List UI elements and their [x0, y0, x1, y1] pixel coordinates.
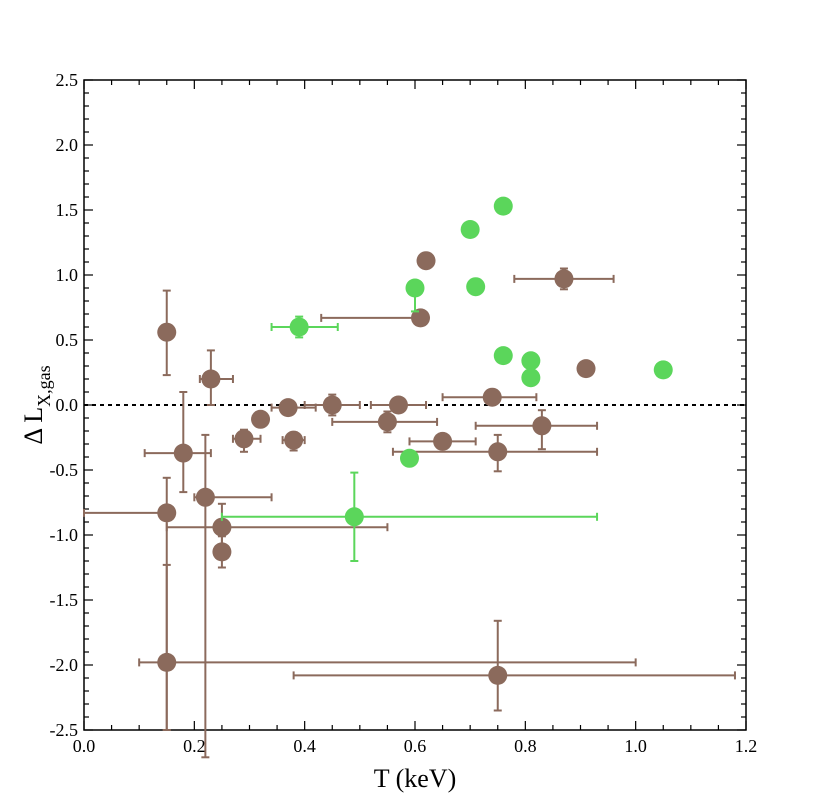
data-point — [344, 507, 364, 527]
data-point — [521, 368, 541, 388]
data-point — [157, 503, 177, 523]
data-point — [488, 442, 508, 462]
data-point — [460, 220, 480, 239]
series-1 — [83, 251, 736, 759]
x-tick-label: 0.2 — [183, 736, 206, 756]
data-point — [278, 398, 298, 418]
data-point — [157, 322, 177, 342]
x-tick-label: 0.4 — [293, 736, 316, 756]
data-point — [201, 369, 221, 389]
y-tick-label: 0.5 — [56, 330, 79, 350]
x-tick-label: 0.6 — [404, 736, 427, 756]
data-point — [399, 448, 419, 468]
data-point — [482, 387, 502, 407]
data-point — [377, 412, 397, 432]
series-2 — [220, 196, 673, 562]
x-tick-label: 0.0 — [73, 736, 96, 756]
y-axis-title-subscript: X,gas — [34, 365, 54, 407]
y-tick-label: 1.0 — [56, 265, 79, 285]
y-tick-label: 2.5 — [56, 70, 79, 90]
y-tick-label: -1.0 — [50, 525, 79, 545]
data-point — [493, 346, 513, 366]
data-point — [289, 317, 309, 337]
data-point — [554, 269, 574, 289]
y-tick-label: -0.5 — [50, 460, 79, 480]
y-axis-title-main: Δ L — [19, 407, 48, 445]
y-tick-label: -1.5 — [50, 590, 79, 610]
data-point — [532, 416, 552, 436]
y-tick-label: -2.5 — [50, 720, 79, 740]
data-point — [493, 196, 513, 216]
data-point — [433, 431, 453, 451]
data-point — [416, 251, 436, 271]
data-point — [157, 652, 177, 672]
y-tick-label: -2.0 — [50, 655, 79, 675]
data-point — [576, 359, 596, 379]
data-point — [284, 430, 304, 450]
data-point — [411, 308, 431, 328]
x-tick-label: 1.2 — [735, 736, 758, 756]
y-axis-title: Δ LX,gas — [19, 365, 54, 444]
x-tick-label: 1.0 — [624, 736, 647, 756]
y-tick-label: 1.5 — [56, 200, 79, 220]
data-point — [212, 517, 232, 537]
data-point — [195, 487, 215, 507]
data-point — [212, 542, 232, 562]
data-point — [653, 360, 673, 380]
x-tick-label: 0.8 — [514, 736, 537, 756]
data-point — [234, 429, 254, 449]
data-point — [388, 395, 408, 415]
y-tick-label: 2.0 — [56, 135, 79, 155]
data-point — [322, 395, 342, 415]
data-point — [521, 351, 541, 371]
data-point — [466, 277, 486, 297]
data-point — [251, 409, 271, 429]
y-tick-label: 0.0 — [56, 395, 79, 415]
x-axis-title: T (keV) — [374, 764, 457, 793]
data-point — [488, 665, 508, 685]
data-point — [405, 278, 425, 298]
data-point — [173, 443, 193, 463]
